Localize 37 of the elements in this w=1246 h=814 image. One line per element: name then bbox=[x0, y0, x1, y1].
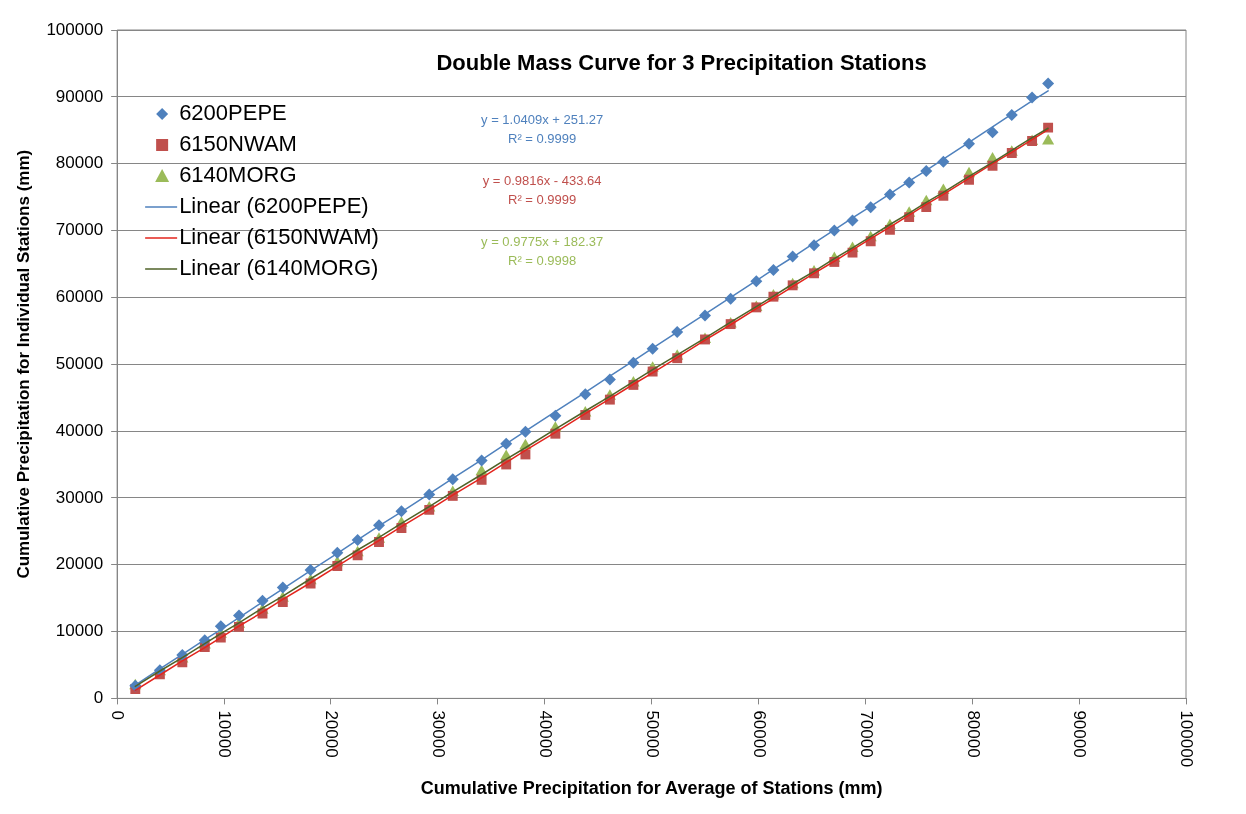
y-tick-label: 80000 bbox=[55, 153, 104, 173]
x-tick-label: 100000 bbox=[1177, 710, 1197, 768]
legend-label: Linear (6150NWAM) bbox=[179, 224, 379, 250]
point bbox=[1042, 133, 1055, 145]
legend-label: Linear (6200PEPE) bbox=[179, 193, 369, 219]
y-tick-label: 100000 bbox=[46, 19, 104, 39]
annotation: y = 0.9775x + 182.37 R² = 0.9998 bbox=[481, 233, 604, 268]
y-tick-label: 20000 bbox=[55, 554, 104, 574]
y-tick-label: 30000 bbox=[55, 487, 104, 507]
y-tick-label: 10000 bbox=[55, 621, 104, 641]
annotation: y = 0.9816x - 433.64 R² = 0.9999 bbox=[482, 172, 602, 207]
x-tick-label: 80000 bbox=[963, 710, 983, 758]
y-tick-label: 40000 bbox=[55, 420, 104, 440]
x-tick-label: 60000 bbox=[749, 710, 769, 758]
x-tick-label: 10000 bbox=[215, 710, 235, 758]
legend-label: 6140MORG bbox=[179, 162, 297, 188]
y-tick-label: 0 bbox=[93, 688, 104, 708]
x-tick-label: 70000 bbox=[856, 710, 876, 758]
x-tick-label: 50000 bbox=[642, 710, 662, 758]
y-tick-label: 90000 bbox=[55, 86, 104, 106]
annotation: y = 1.0409x + 251.27 R² = 0.9999 bbox=[481, 111, 604, 146]
point bbox=[1042, 77, 1055, 90]
x-tick-label: 90000 bbox=[1070, 710, 1090, 758]
y-tick-label: 50000 bbox=[55, 353, 104, 373]
legend-label: 6150NWAM bbox=[179, 131, 297, 157]
y-axis-title: Cumulative Precipitation for Individual Stations (mm) bbox=[13, 149, 33, 579]
x-tick-label: 20000 bbox=[322, 710, 342, 758]
x-axis-title: Cumulative Precipitation for Average of Stations (mm) bbox=[420, 778, 883, 799]
y-tick-label: 70000 bbox=[55, 220, 104, 240]
text: Double Mass Curve for 3 Precipitation Stations bbox=[436, 50, 927, 76]
legend-label: Linear (6140MORG) bbox=[179, 255, 379, 281]
y-tick-label: 60000 bbox=[55, 287, 104, 307]
x-tick-label: 30000 bbox=[429, 710, 449, 758]
x-tick-label: 40000 bbox=[535, 710, 555, 758]
legend-label: 6200PEPE bbox=[179, 100, 287, 126]
x-tick-label: 0 bbox=[108, 710, 128, 720]
point bbox=[986, 126, 999, 139]
